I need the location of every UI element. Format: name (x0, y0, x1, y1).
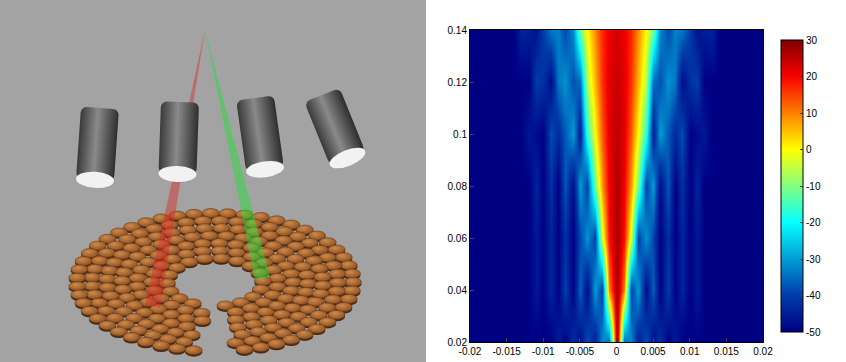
svg-text:20: 20 (806, 71, 818, 82)
svg-text:0.06: 0.06 (448, 233, 468, 244)
svg-text:0.005: 0.005 (641, 346, 666, 357)
svg-text:0.14: 0.14 (448, 25, 468, 36)
svg-text:0.02: 0.02 (753, 346, 773, 357)
svg-text:0.01: 0.01 (680, 346, 700, 357)
svg-text:-10: -10 (806, 181, 821, 192)
svg-text:-20: -20 (806, 217, 821, 228)
svg-text:0: 0 (614, 346, 620, 357)
svg-text:0.04: 0.04 (448, 285, 468, 296)
svg-text:-0.005: -0.005 (566, 346, 595, 357)
svg-text:0.02: 0.02 (448, 337, 468, 348)
svg-text:-40: -40 (806, 290, 821, 301)
svg-text:0.12: 0.12 (448, 77, 468, 88)
svg-text:-0.01: -0.01 (532, 346, 555, 357)
svg-text:0: 0 (806, 144, 812, 155)
svg-text:30: 30 (806, 35, 818, 46)
svg-text:0.1: 0.1 (453, 129, 467, 140)
svg-text:10: 10 (806, 108, 818, 119)
svg-text:0.08: 0.08 (448, 181, 468, 192)
svg-text:-0.02: -0.02 (459, 346, 482, 357)
svg-text:-30: -30 (806, 254, 821, 265)
svg-text:-0.015: -0.015 (492, 346, 521, 357)
svg-text:0.015: 0.015 (714, 346, 739, 357)
svg-text:-50: -50 (806, 327, 821, 338)
